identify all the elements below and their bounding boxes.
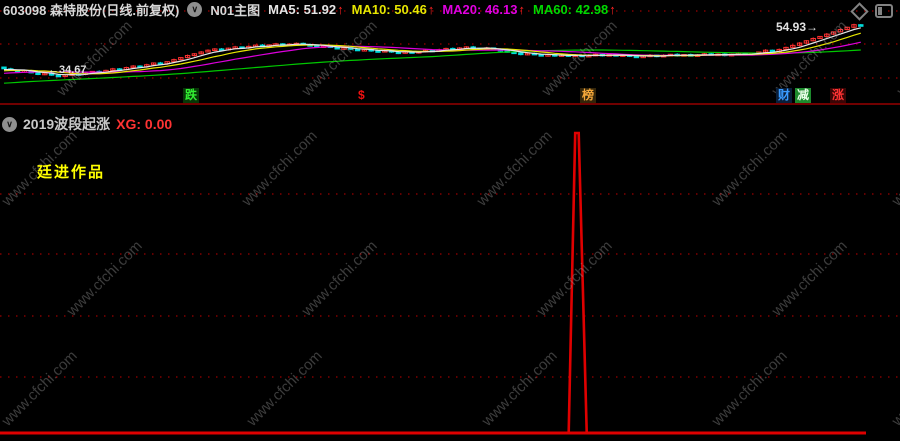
tag-cai-button[interactable]: 财 [776,88,793,103]
ma5-readout: MA5: 51.92↑ [268,1,344,17]
tag-jian-button[interactable]: 减 [795,88,812,103]
xg-indicator-chart[interactable] [0,105,900,441]
tag-bang-button[interactable]: 榜 [580,88,597,103]
ma10-readout: MA10: 50.46↑ [351,1,435,17]
stock-code: 603098 [3,2,47,18]
ma20-readout: MA20: 46.13↑ [442,1,526,17]
up-arrow-icon: ↑ [337,1,344,17]
indicator-header: ∨ 2019波段起涨 XG: 0.00 [2,114,172,134]
corner-toolbar [850,1,893,21]
tag-dollar-button[interactable]: $ [358,88,365,102]
panel-toggle-icon[interactable] [875,4,893,18]
up-arrow-icon: ↑ [609,1,616,17]
panel-divider [0,103,900,105]
xg-value-readout: XG: 0.00 [116,116,173,132]
overlay-indicator-name[interactable]: N01主图 [210,2,261,18]
ma60-readout: MA60: 42.98↑ [533,1,616,17]
high-price-marker: 54.93→ [776,20,818,34]
indicator-gridlines [0,193,900,378]
main-candlestick-chart[interactable]: ←34.67 54.93→ [0,0,900,104]
xg-spike [567,131,588,433]
indicator-title: 2019波段起涨 [23,116,111,132]
stock-name: 森特股份 [50,2,103,18]
period-label: (日线.前复权) [102,2,180,18]
chevron-down-icon[interactable]: ∨ [2,116,17,132]
tag-zhang-button[interactable]: 涨 [830,88,847,103]
stock-title: 603098 森特股份(日线.前复权) [3,0,179,19]
low-price-marker: ←34.67 [48,64,87,76]
ma-lines-layer [3,27,861,84]
chevron-down-icon[interactable]: ∨ [187,1,203,17]
up-arrow-icon: ↑ [427,1,435,17]
up-arrow-icon: ↑ [518,1,526,17]
main-chart-header: 603098 森特股份(日线.前复权) ∨ N01主图 MA5: 51.92↑ … [3,0,616,19]
author-signature: 廷进作品 [37,164,106,181]
diamond-icon[interactable] [850,1,869,21]
tag-die-button[interactable]: 跌 [183,88,200,103]
